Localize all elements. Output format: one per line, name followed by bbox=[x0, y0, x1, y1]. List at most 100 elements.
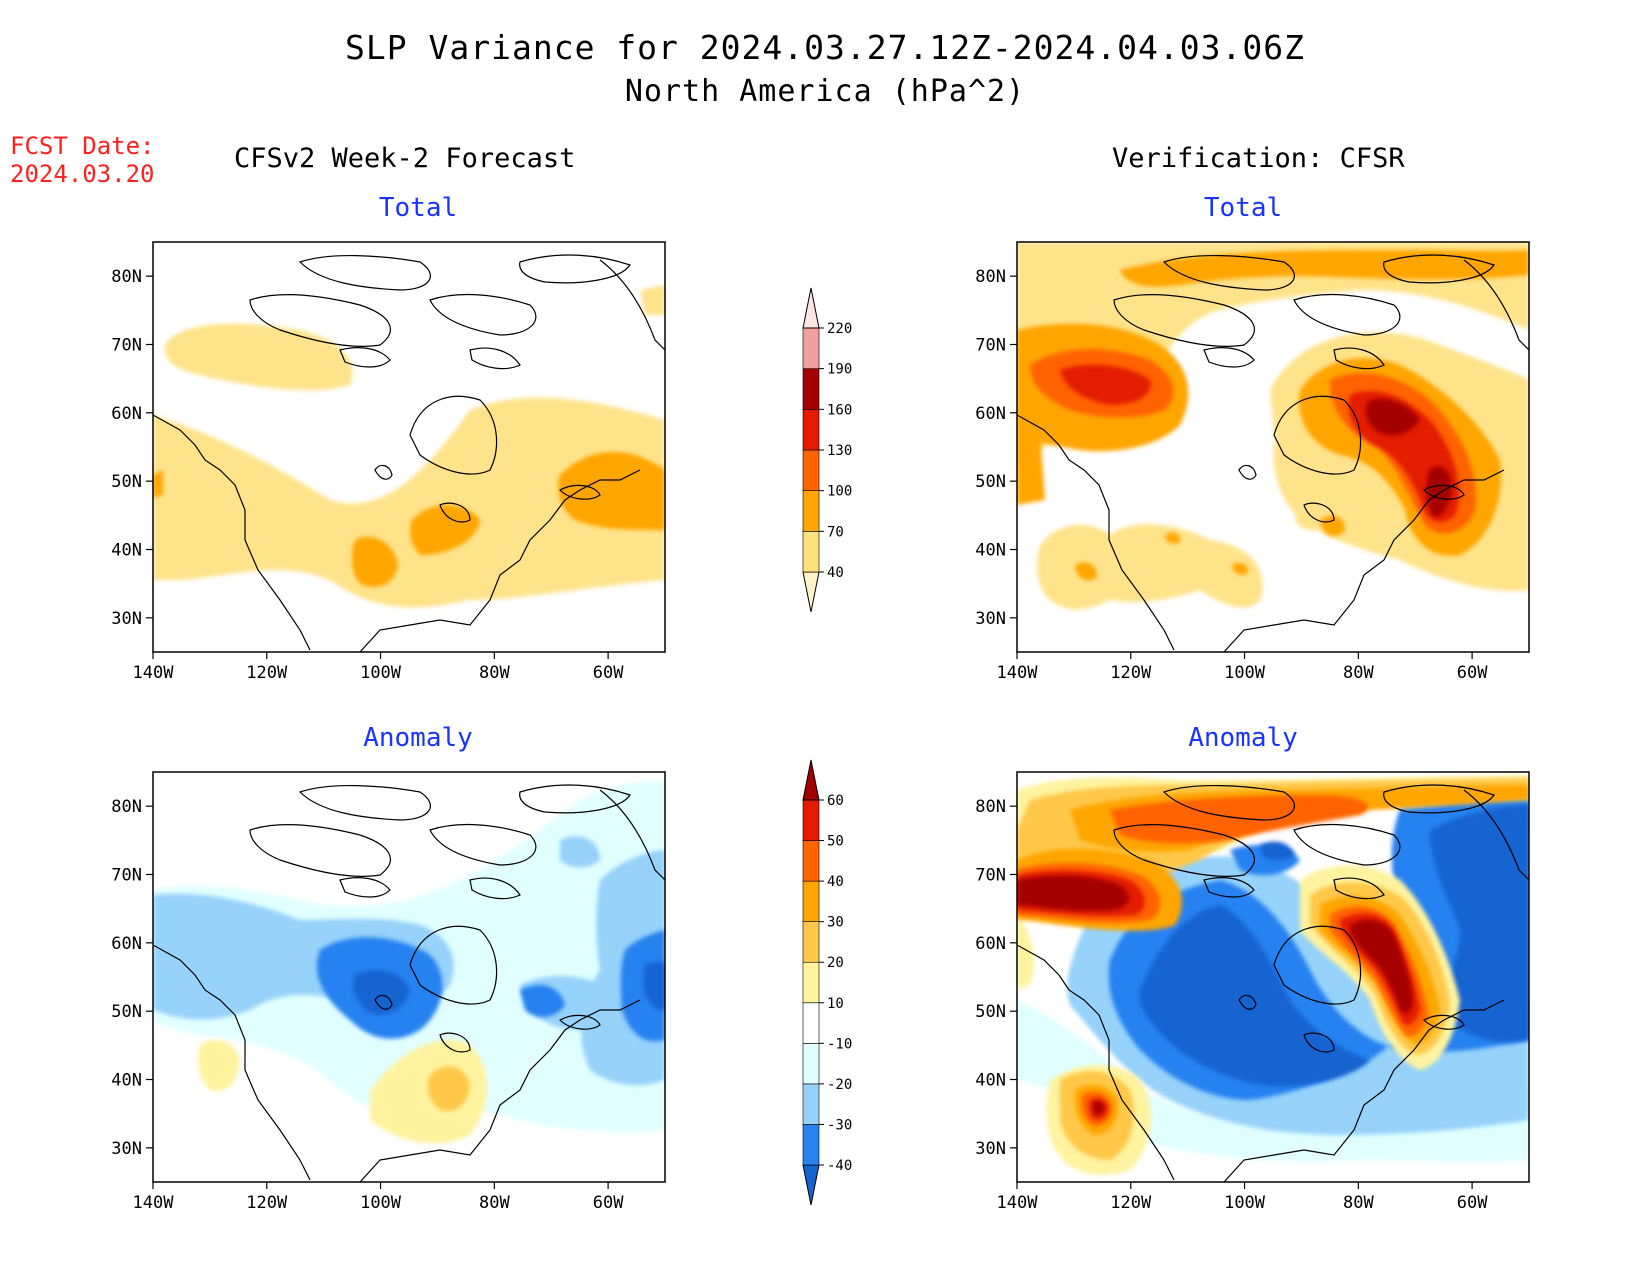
lat-tick-label: 50N bbox=[975, 472, 1006, 492]
colorbar-label: 220 bbox=[827, 321, 852, 337]
lon-tick-label: 140W bbox=[133, 1193, 175, 1213]
lat-tick-label: 60N bbox=[111, 404, 142, 424]
colorbar-box bbox=[802, 1002, 820, 1044]
lon-tick-label: 140W bbox=[133, 663, 175, 683]
lon-tick-label: 60W bbox=[1457, 663, 1488, 683]
lon-tick-label: 60W bbox=[593, 663, 624, 683]
fcst-date-label: FCST Date: bbox=[10, 132, 155, 160]
forecast-column-title: CFSv2 Week-2 Forecast bbox=[234, 143, 576, 174]
coastline-overlay bbox=[153, 254, 665, 652]
lon-tick-label: 120W bbox=[1110, 663, 1152, 683]
lat-tick-label: 40N bbox=[975, 1071, 1006, 1091]
lon-tick-label: 100W bbox=[360, 663, 402, 683]
map-forecast-total bbox=[152, 241, 666, 653]
colorbar-label: 160 bbox=[827, 402, 852, 418]
lat-tick-label: 40N bbox=[111, 541, 142, 561]
subtitle: North America (hPa^2) bbox=[624, 74, 1026, 109]
lat-tick-label: 50N bbox=[111, 1002, 142, 1022]
lon-tick-label: 80W bbox=[479, 663, 510, 683]
colorbar-label: 40 bbox=[827, 874, 844, 890]
colorbar-label: -30 bbox=[827, 1117, 852, 1133]
colorbar-label: 10 bbox=[827, 996, 844, 1012]
lat-tick-label: 80N bbox=[111, 267, 142, 287]
lat-tick-label: 30N bbox=[975, 1139, 1006, 1159]
map-forecast-anomaly bbox=[152, 771, 666, 1183]
lat-tick-label: 70N bbox=[975, 336, 1006, 356]
axes-layer: 80N 70N 60N 50N 40N 30N 140W 120W 100W 80W 60W 80N 7… bbox=[111, 267, 1488, 1213]
lat-tick-label: 40N bbox=[975, 541, 1006, 561]
lon-tick-label: 80W bbox=[1343, 1193, 1374, 1213]
lon-tick-label: 120W bbox=[246, 1193, 288, 1213]
colorbar-anomaly: -40 -30 -20 -10 10 20 30 40 50 60 bbox=[802, 759, 852, 1206]
colorbar-label: 70 bbox=[827, 524, 844, 540]
colorbar-box bbox=[802, 409, 820, 451]
panel-title-verification-total: Total bbox=[1203, 193, 1283, 223]
colorbar-box bbox=[802, 1124, 820, 1166]
lat-tick-label: 30N bbox=[111, 609, 142, 629]
lon-tick-label: 120W bbox=[1110, 1193, 1152, 1213]
colorbar-label: -20 bbox=[827, 1077, 852, 1093]
lon-tick-label: 140W bbox=[997, 1193, 1039, 1213]
colorbar-label: 190 bbox=[827, 362, 852, 378]
lat-tick-label: 80N bbox=[111, 797, 142, 817]
colorbar-box bbox=[802, 880, 820, 922]
colorbar-label: -10 bbox=[827, 1036, 852, 1052]
colorbar-label: 50 bbox=[827, 834, 844, 850]
colorbar-box bbox=[802, 531, 820, 573]
panel-title-forecast-anomaly: Anomaly bbox=[363, 723, 473, 753]
lat-tick-label: 80N bbox=[975, 267, 1006, 287]
lat-tick-label: 60N bbox=[111, 934, 142, 954]
colorbar-end-triangle bbox=[802, 287, 820, 329]
colorbar-box bbox=[802, 1083, 820, 1125]
lon-tick-label: 100W bbox=[1224, 663, 1266, 683]
lat-tick-label: 60N bbox=[975, 404, 1006, 424]
coastline-overlay bbox=[1017, 254, 1529, 652]
lon-tick-label: 60W bbox=[593, 1193, 624, 1213]
colorbar-label: 30 bbox=[827, 915, 844, 931]
lon-tick-label: 80W bbox=[1343, 663, 1374, 683]
lat-tick-label: 40N bbox=[111, 1071, 142, 1091]
colorbar-box bbox=[802, 921, 820, 963]
lat-tick-label: 50N bbox=[111, 472, 142, 492]
panel-title-verification-anomaly: Anomaly bbox=[1188, 723, 1298, 753]
colorbar-box bbox=[802, 490, 820, 532]
lat-tick-label: 70N bbox=[111, 336, 142, 356]
lat-tick-label: 70N bbox=[111, 866, 142, 886]
colorbar-label: 100 bbox=[827, 484, 852, 500]
colorbar-end-triangle bbox=[802, 1164, 820, 1206]
lat-tick-label: 60N bbox=[975, 934, 1006, 954]
lon-tick-label: 100W bbox=[360, 1193, 402, 1213]
lon-tick-label: 120W bbox=[246, 663, 288, 683]
fcst-date-value: 2024.03.20 bbox=[10, 160, 155, 188]
lon-tick-label: 60W bbox=[1457, 1193, 1488, 1213]
lat-tick-label: 80N bbox=[975, 797, 1006, 817]
colorbar-total: 40 70 100 130 160 190 220 bbox=[802, 287, 852, 613]
colorbar-label: 40 bbox=[827, 565, 844, 581]
colorbar-end-triangle bbox=[802, 571, 820, 613]
colorbar-label: 60 bbox=[827, 793, 844, 809]
lat-tick-label: 70N bbox=[975, 866, 1006, 886]
verification-column-title: Verification: CFSR bbox=[1112, 143, 1405, 174]
colorbar-box bbox=[802, 840, 820, 882]
map-verification-anomaly bbox=[1016, 771, 1530, 1183]
main-title: SLP Variance for 2024.03.27.12Z-2024.04.… bbox=[345, 28, 1305, 67]
lat-tick-label: 30N bbox=[111, 1139, 142, 1159]
colorbar-box bbox=[802, 799, 820, 841]
colorbar-box bbox=[802, 449, 820, 491]
colorbar-box bbox=[802, 368, 820, 410]
panel-title-forecast-total: Total bbox=[378, 193, 458, 223]
coastline-overlay bbox=[153, 784, 665, 1182]
lon-tick-label: 100W bbox=[1224, 1193, 1266, 1213]
lat-tick-label: 30N bbox=[975, 609, 1006, 629]
colorbar-box bbox=[802, 961, 820, 1004]
colorbar-label: 130 bbox=[827, 443, 852, 459]
map-verification-total bbox=[1016, 241, 1530, 653]
coastline-overlay bbox=[1017, 784, 1529, 1182]
colorbar-box bbox=[802, 327, 820, 369]
lon-tick-label: 80W bbox=[479, 1193, 510, 1213]
colorbar-label: -40 bbox=[827, 1158, 852, 1174]
lat-tick-label: 50N bbox=[975, 1002, 1006, 1022]
lon-tick-label: 140W bbox=[997, 663, 1039, 683]
colorbar-box bbox=[802, 1043, 820, 1085]
